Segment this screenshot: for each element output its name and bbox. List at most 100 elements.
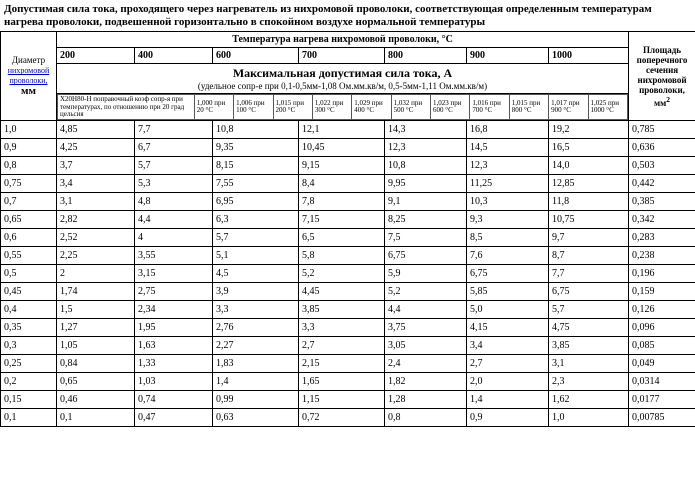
data-cell: 12,85: [549, 175, 629, 193]
data-cell: 5,0: [467, 301, 549, 319]
main-header-sub: (удельное сопр-е при 0,1-0,5мм-1,08 Ом.м…: [60, 81, 625, 91]
inner-table-wrap: Х20Н80-Н поправочный коэф сопр-я при тем…: [57, 94, 629, 121]
data-cell: 0,45: [1, 283, 57, 301]
area-sup: 2: [666, 95, 670, 104]
data-cell: 11,8: [549, 193, 629, 211]
data-cell: 0,65: [1, 211, 57, 229]
table-row: 0,73,14,86,957,89,110,311,80,385: [1, 193, 695, 211]
data-cell: 16,8: [467, 121, 549, 139]
data-cell: 10,3: [467, 193, 549, 211]
temp-cell: 700: [299, 48, 385, 64]
data-cell: 6,5: [299, 229, 385, 247]
table-row: 0,20,651,031,41,651,822,02,30,0314: [1, 373, 695, 391]
data-cell: 0,72: [299, 409, 385, 427]
data-cell: 0,126: [629, 301, 695, 319]
diameter-label: Диаметр: [12, 55, 45, 65]
data-cell: 0,2: [1, 373, 57, 391]
table-row: 1,04,857,710,812,114,316,819,20,785: [1, 121, 695, 139]
data-cell: 1,82: [385, 373, 467, 391]
data-cell: 9,1: [385, 193, 467, 211]
data-cell: 12,3: [467, 157, 549, 175]
data-cell: 5,8: [299, 247, 385, 265]
inner-label: Х20Н80-Н поправочный коэф сопр-я при тем…: [58, 95, 195, 120]
data-cell: 3,9: [213, 283, 299, 301]
data-cell: 11,25: [467, 175, 549, 193]
data-cell: 8,5: [467, 229, 549, 247]
inner-table: Х20Н80-Н поправочный коэф сопр-я при тем…: [57, 94, 628, 120]
inner-cell: 1,016 при 700 °С: [470, 95, 509, 120]
data-cell: 4,75: [549, 319, 629, 337]
data-cell: 0,0314: [629, 373, 695, 391]
table-row: 0,10,10,470,630,720,80,91,00,00785: [1, 409, 695, 427]
data-cell: 2,82: [57, 211, 135, 229]
data-cell: 6,7: [135, 139, 213, 157]
data-cell: 12,1: [299, 121, 385, 139]
data-cell: 0,46: [57, 391, 135, 409]
inner-cell: 1,022 при 300 °С: [312, 95, 351, 120]
data-cell: 5,7: [213, 229, 299, 247]
data-cell: 0,636: [629, 139, 695, 157]
data-cell: 7,15: [299, 211, 385, 229]
table-row: 0,351,271,952,763,33,754,154,750,096: [1, 319, 695, 337]
data-cell: 1,62: [549, 391, 629, 409]
main-table: Диаметр нихромовой проволоки, мм Темпера…: [0, 31, 695, 427]
data-cell: 8,7: [549, 247, 629, 265]
data-cell: 12,3: [385, 139, 467, 157]
data-cell: 14,3: [385, 121, 467, 139]
data-cell: 3,75: [385, 319, 467, 337]
temp-cell: 1000: [549, 48, 629, 64]
data-cell: 9,7: [549, 229, 629, 247]
table-row: 0,94,256,79,3510,4512,314,516,50,636: [1, 139, 695, 157]
data-cell: 8,4: [299, 175, 385, 193]
data-cell: 4,15: [467, 319, 549, 337]
data-cell: 0,6: [1, 229, 57, 247]
data-cell: 4,85: [57, 121, 135, 139]
data-cell: 4,25: [57, 139, 135, 157]
inner-cell: 1,000 при 20 °С: [194, 95, 233, 120]
temp-cell: 200: [57, 48, 135, 64]
data-cell: 0,25: [1, 355, 57, 373]
data-cell: 1,63: [135, 337, 213, 355]
data-cell: 2,76: [213, 319, 299, 337]
data-cell: 0,283: [629, 229, 695, 247]
data-cell: 2: [57, 265, 135, 283]
data-cell: 0,159: [629, 283, 695, 301]
data-cell: 0,785: [629, 121, 695, 139]
diameter-header: Диаметр нихромовой проволоки, мм: [1, 32, 57, 121]
data-cell: 0,3: [1, 337, 57, 355]
data-cell: 19,2: [549, 121, 629, 139]
inner-cell: 1,015 при 800 °С: [509, 95, 548, 120]
data-cell: 2,15: [299, 355, 385, 373]
inner-cell: 1,006 при 100 °С: [234, 95, 273, 120]
data-cell: 5,85: [467, 283, 549, 301]
data-cell: 0,238: [629, 247, 695, 265]
inner-cell: 1,029 при 400 °С: [352, 95, 391, 120]
data-cell: 0,4: [1, 301, 57, 319]
data-cell: 10,8: [213, 121, 299, 139]
data-cell: 3,85: [299, 301, 385, 319]
table-row: 0,83,75,78,159,1510,812,314,00,503: [1, 157, 695, 175]
table-row: 0,753,45,37,558,49,9511,2512,850,442: [1, 175, 695, 193]
data-cell: 6,95: [213, 193, 299, 211]
data-cell: 5,9: [385, 265, 467, 283]
data-cell: 10,75: [549, 211, 629, 229]
data-cell: 0,75: [1, 175, 57, 193]
data-cell: 1,65: [299, 373, 385, 391]
table-row: 0,31,051,632,272,73,053,43,850,085: [1, 337, 695, 355]
data-cell: 0,9: [1, 139, 57, 157]
data-cell: 9,35: [213, 139, 299, 157]
table-row: 0,652,824,46,37,158,259,310,750,342: [1, 211, 695, 229]
diameter-link[interactable]: нихромовой проволоки,: [8, 66, 49, 85]
data-cell: 6,3: [213, 211, 299, 229]
data-cell: 1,03: [135, 373, 213, 391]
data-cell: 1,33: [135, 355, 213, 373]
data-cell: 14,0: [549, 157, 629, 175]
data-cell: 0,196: [629, 265, 695, 283]
table-row: 0,552,253,555,15,86,757,68,70,238: [1, 247, 695, 265]
data-cell: 1,28: [385, 391, 467, 409]
data-cell: 2,25: [57, 247, 135, 265]
data-cell: 2,3: [549, 373, 629, 391]
data-cell: 6,75: [385, 247, 467, 265]
data-cell: 7,5: [385, 229, 467, 247]
data-cell: 6,75: [467, 265, 549, 283]
